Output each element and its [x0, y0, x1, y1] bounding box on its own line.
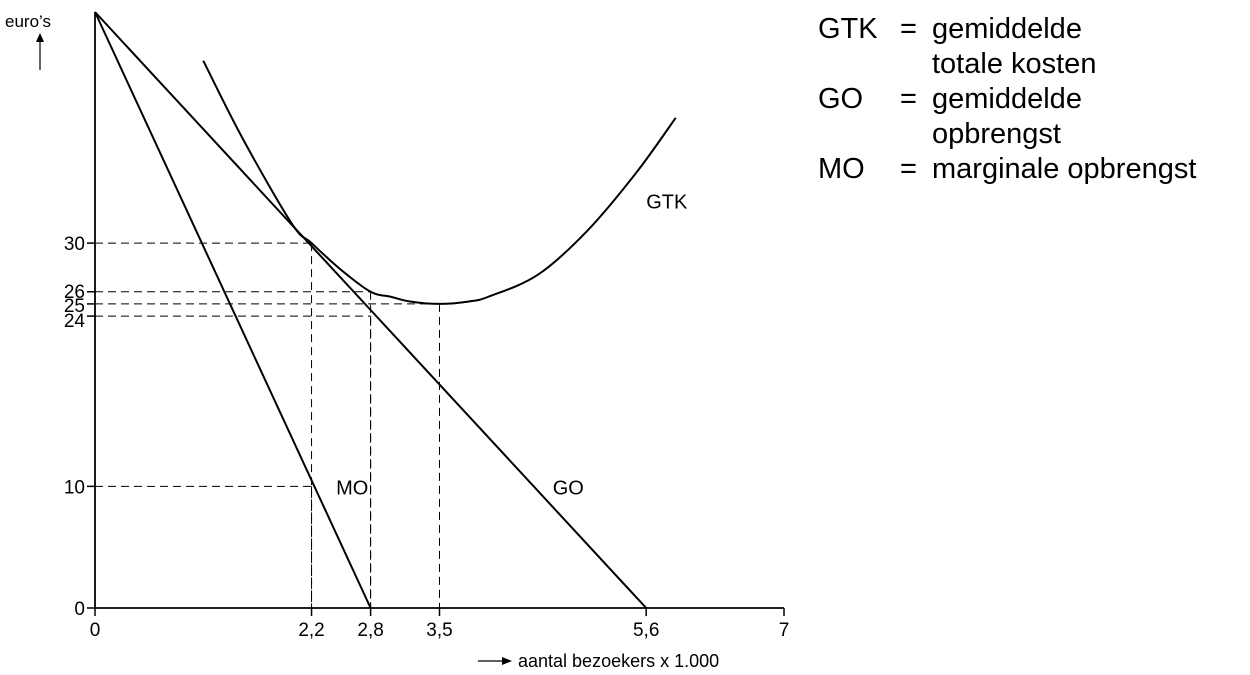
y-tick-label: 0 [74, 599, 85, 620]
legend-entry-gtk: GTK = gemiddelde totale kosten [818, 12, 1250, 82]
guide-lines [95, 242, 440, 608]
legend: GTK = gemiddelde totale kosten GO = gemi… [818, 12, 1250, 187]
x-tick-label: 0 [90, 620, 101, 641]
x-tick-label: 2,2 [298, 620, 324, 641]
y-axis-arrow-icon [36, 33, 44, 42]
legend-entry-mo: MO = marginale opbrengst [818, 152, 1250, 187]
legend-abbr: MO [818, 153, 865, 185]
x-tick-label: 7 [779, 620, 790, 641]
legend-description: gemiddelde totale kosten [932, 13, 1097, 80]
series-line-gtk [202, 60, 677, 305]
y-axis-label: euro’s [5, 12, 51, 31]
y-tick-label: 26 [64, 282, 85, 303]
series-label-gtk: GTK [646, 192, 688, 214]
series-line-mo [94, 11, 372, 609]
series-line-go [94, 11, 647, 609]
cost-revenue-chart: euro’s aantal bezoekers x 1.000 0 2,2 2,8 3… [5, 11, 789, 671]
legend-entry-go: GO = gemiddelde opbrengst [818, 82, 1250, 152]
x-tick-label: 3,5 [426, 620, 452, 641]
legend-equals: = [900, 13, 917, 45]
legend-abbr: GO [818, 83, 864, 115]
y-tick-label: 24 [64, 311, 86, 332]
y-tick-label: 25 [64, 296, 85, 317]
x-axis-label: aantal bezoekers x 1.000 [518, 651, 719, 671]
legend-description: gemiddelde opbrengst [932, 83, 1082, 150]
legend-equals: = [900, 153, 917, 185]
legend-equals: = [900, 83, 917, 115]
x-axis-arrow-icon [502, 657, 512, 665]
series-label-go: GO [553, 477, 584, 499]
y-tick-label: 10 [64, 477, 85, 498]
series-label-mo: MO [336, 477, 368, 499]
x-tick-label: 5,6 [633, 620, 659, 641]
axes: euro’s aantal bezoekers x 1.000 [5, 12, 784, 671]
y-tick-label: 30 [64, 234, 85, 255]
legend-description: marginale opbrengst [932, 153, 1197, 185]
x-tick-label: 2,8 [357, 620, 383, 641]
series: GO MO GTK [94, 11, 688, 609]
legend-abbr: GTK [818, 13, 878, 45]
